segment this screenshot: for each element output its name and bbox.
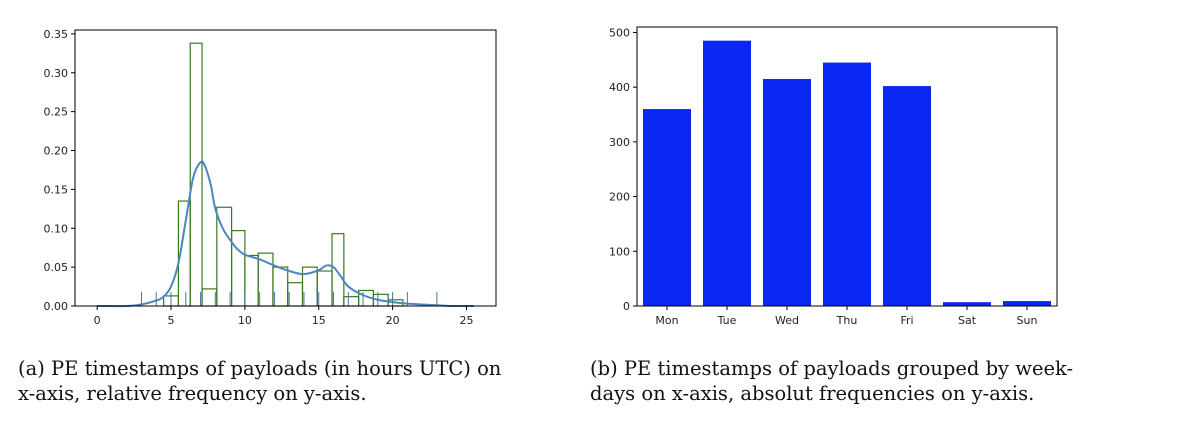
caption-b-line2: days on x-axis, absolut frequencies on y… (590, 382, 1035, 405)
y-tick-label-1: 0.05 (44, 261, 69, 274)
x-tick-label-mon: Mon (655, 314, 678, 327)
kde-curve (97, 160, 474, 308)
x-tick-label-thu: Thu (836, 314, 858, 327)
histogram-bin-9 (272, 266, 289, 307)
x-tick-label-tue: Tue (717, 314, 737, 327)
y-tick-label-4: 400 (609, 81, 630, 94)
histogram-bin-4 (201, 288, 218, 307)
x-tick-label-4: 20 (386, 314, 400, 327)
x-tick-label-1: 5 (168, 314, 175, 327)
histogram-bin-3 (189, 42, 203, 307)
bar-tue (703, 40, 751, 306)
caption-a-line2: x-axis, relative frequency on y-axis. (18, 382, 367, 405)
y-tick-label-1: 100 (609, 245, 630, 258)
bar-sun (1003, 301, 1051, 306)
x-tick-label-wed: Wed (775, 314, 799, 327)
histogram-bin-12 (316, 270, 333, 307)
caption-b-line1: (b) PE timestamps of payloads grouped by… (590, 357, 1074, 380)
x-tick-label-5: 25 (459, 314, 473, 327)
bar-fri (883, 86, 931, 306)
y-tick-label-0: 0 (623, 300, 630, 313)
x-tick-label-2: 10 (238, 314, 252, 327)
bar-thu (823, 62, 871, 306)
x-tick-label-sat: Sat (958, 314, 977, 327)
bar-mon (643, 109, 691, 306)
x-tick-label-3: 15 (312, 314, 326, 327)
histogram-bin-14 (343, 296, 360, 307)
y-tick-label-5: 0.25 (44, 106, 69, 119)
x-tick-label-sun: Sun (1017, 314, 1038, 327)
y-tick-label-3: 300 (609, 136, 630, 149)
histogram-bin-10 (287, 282, 304, 307)
y-tick-label-3: 0.15 (44, 183, 69, 196)
y-tick-label-5: 500 (609, 26, 630, 39)
bar-sat (943, 302, 991, 306)
y-tick-label-2: 0.10 (44, 222, 69, 235)
y-tick-label-7: 0.35 (44, 28, 69, 41)
y-tick-label-2: 200 (609, 191, 630, 204)
weekday-bar-chart: Mon Tue Wed Thu Fri Sat Sun 0 100 200 300 400 500 (609, 26, 1058, 327)
histogram-bin-6 (230, 229, 246, 307)
bar-wed (763, 78, 811, 307)
plot-frame-a (74, 29, 497, 307)
y-tick-label-4: 0.20 (44, 145, 69, 158)
y-tick-label-0: 0.00 (44, 300, 69, 313)
y-tick-label-6: 0.30 (44, 67, 69, 80)
x-tick-label-0: 0 (94, 314, 101, 327)
caption-a-line1: (a) PE timestamps of payloads (in hours … (18, 357, 502, 380)
histogram-chart: 0 5 10 15 20 25 0.00 0.05 0.10 0.15 0.20 0.25 0.30 0.… (44, 28, 497, 327)
x-tick-label-fri: Fri (900, 314, 913, 327)
histogram-bin-7 (244, 254, 259, 307)
